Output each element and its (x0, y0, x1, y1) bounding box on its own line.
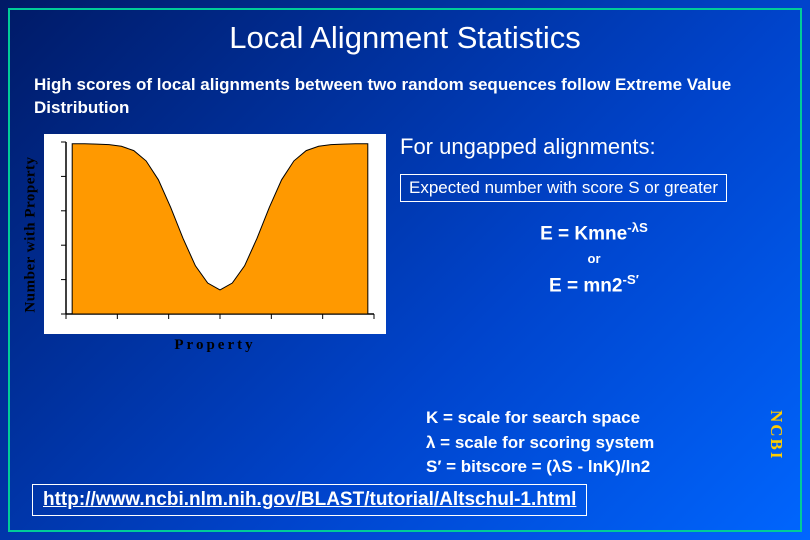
page-title: Local Alignment Statistics (10, 20, 800, 56)
tutorial-url: http://www.ncbi.nlm.nih.gov/BLAST/tutori… (32, 484, 587, 516)
eq2-exponent: -S′ (622, 272, 639, 287)
def-lambda: λ = scale for scoring system (426, 431, 756, 456)
equation-2: E = mn2-S′ (400, 272, 788, 297)
content-row: Number with Property Property For ungapp… (10, 134, 800, 359)
chart-x-axis-label: Property (44, 337, 386, 354)
definitions-block: K = scale for search space λ = scale for… (426, 406, 756, 480)
ncbi-label: NCBI (766, 410, 786, 461)
eq2-base: E = mn2 (549, 276, 622, 297)
equations-heading: For ungapped alignments: (400, 134, 788, 160)
def-k: K = scale for search space (426, 406, 756, 431)
eq1-base: E = Kmne (540, 223, 627, 244)
expected-text: Expected number with score S or greater (400, 174, 727, 202)
chart-svg (44, 134, 386, 334)
equation-1: E = Kmne-λS (400, 220, 788, 245)
or-text: or (400, 251, 788, 266)
def-sprime: S′ = bitscore = (λS - lnK)/ln2 (426, 455, 756, 480)
eq1-exponent: -λS (627, 220, 648, 235)
subtitle-text: High scores of local alignments between … (10, 74, 800, 120)
distribution-chart: Number with Property Property (16, 134, 386, 359)
equations-column: For ungapped alignments: Expected number… (386, 134, 788, 304)
slide-frame: Local Alignment Statistics High scores o… (8, 8, 802, 532)
chart-y-axis-label: Number with Property (23, 134, 40, 334)
